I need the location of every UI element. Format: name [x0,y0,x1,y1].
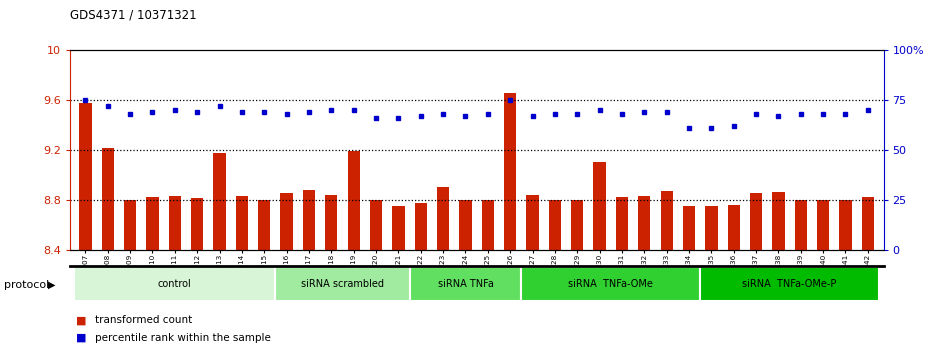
Bar [750,193,763,250]
Bar [392,206,405,250]
Bar [772,192,785,250]
Bar [817,200,830,250]
Bar [168,196,181,250]
Text: siRNA  TNFa-OMe: siRNA TNFa-OMe [568,279,653,289]
Bar [683,206,695,250]
FancyBboxPatch shape [74,267,275,301]
Text: control: control [158,279,192,289]
Text: protocol: protocol [4,280,49,290]
Bar [235,196,248,250]
Bar [326,195,338,250]
Bar [482,200,494,250]
Bar [638,196,650,250]
Text: siRNA scrambled: siRNA scrambled [301,279,384,289]
Bar [101,148,113,250]
Bar [727,205,740,250]
FancyBboxPatch shape [275,267,409,301]
Text: ■: ■ [76,333,86,343]
Bar [660,191,672,250]
Bar [348,151,360,250]
Bar [415,203,427,250]
Bar [437,187,449,250]
Text: transformed count: transformed count [95,315,193,325]
FancyBboxPatch shape [700,267,879,301]
Bar [526,195,538,250]
Bar [303,190,315,250]
Bar [593,162,605,250]
Bar [370,200,382,250]
FancyBboxPatch shape [409,267,522,301]
Bar [459,200,472,250]
Bar [794,200,807,250]
Bar [79,103,91,250]
Bar [146,197,159,250]
Bar [281,193,293,250]
Bar [862,197,874,250]
Bar [504,93,516,250]
Text: GDS4371 / 10371321: GDS4371 / 10371321 [70,9,196,22]
Text: percentile rank within the sample: percentile rank within the sample [95,333,271,343]
Text: ▶: ▶ [48,280,56,290]
Bar [616,197,628,250]
Text: siRNA TNFa: siRNA TNFa [437,279,494,289]
Bar [213,153,226,250]
Text: ■: ■ [76,315,86,325]
FancyBboxPatch shape [522,267,700,301]
Bar [124,200,137,250]
Text: siRNA  TNFa-OMe-P: siRNA TNFa-OMe-P [742,279,837,289]
Bar [840,200,852,250]
Bar [549,200,561,250]
Bar [571,200,583,250]
Bar [191,198,204,250]
Bar [705,206,718,250]
Bar [259,200,271,250]
